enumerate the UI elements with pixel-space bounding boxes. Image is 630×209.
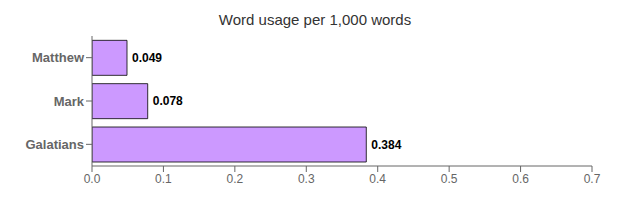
svg-text:Galatians: Galatians	[25, 137, 84, 152]
svg-text:0.2: 0.2	[227, 172, 244, 186]
svg-text:0.5: 0.5	[441, 172, 458, 186]
svg-text:0.6: 0.6	[512, 172, 529, 186]
svg-text:0.3: 0.3	[298, 172, 315, 186]
svg-text:0.4: 0.4	[369, 172, 386, 186]
svg-text:Matthew: Matthew	[32, 50, 85, 65]
svg-text:0.7: 0.7	[584, 172, 601, 186]
svg-text:0.384: 0.384	[371, 138, 401, 152]
svg-text:0.078: 0.078	[153, 94, 183, 108]
svg-text:Mark: Mark	[54, 94, 85, 109]
svg-text:0.049: 0.049	[132, 51, 162, 65]
svg-text:0.1: 0.1	[155, 172, 172, 186]
html-text:Word usage per 1,000 words: Word usage per 1,000 words	[218, 11, 412, 28]
svg-text:0.0: 0.0	[84, 172, 101, 186]
